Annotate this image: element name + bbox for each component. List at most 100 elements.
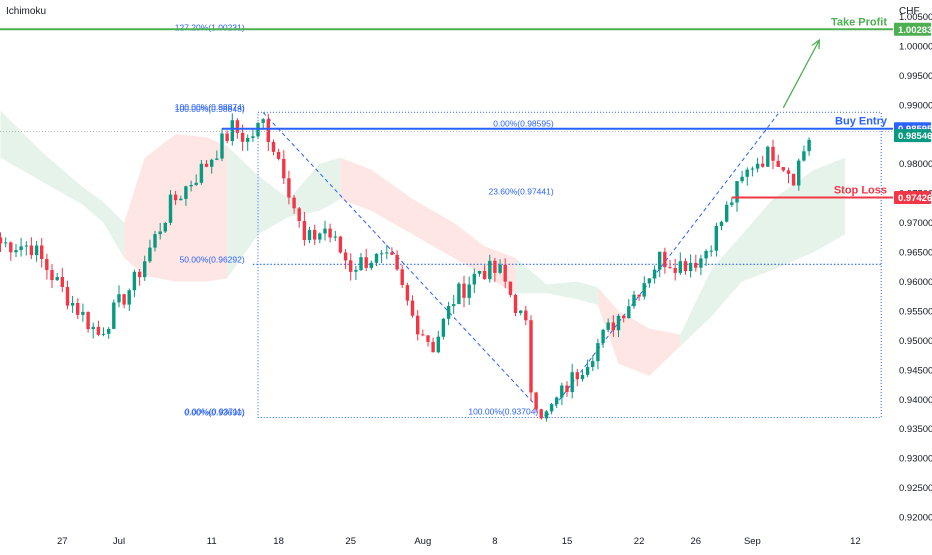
candle-body [513, 294, 518, 313]
price-axis-background [893, 0, 932, 550]
cloud-segment-3 [227, 146, 341, 279]
candle-body [555, 397, 559, 405]
trade-levels: Take Profit Buy Entry Stop Loss [0, 16, 893, 199]
candle-body [24, 245, 28, 247]
candle-body [379, 253, 384, 255]
price-axis: 1.005001.000000.995000.990000.985000.980… [893, 0, 932, 550]
price-tag-label: 1.00283 [898, 25, 932, 36]
time-tick: Jul [113, 536, 125, 547]
candle-body [96, 326, 101, 335]
candle-body [544, 411, 549, 419]
candle-body [313, 229, 317, 240]
candle-body [132, 271, 137, 291]
candle-body [14, 250, 18, 253]
candle-body [127, 290, 131, 305]
time-tick: 22 [634, 536, 645, 547]
candle-body [148, 247, 152, 262]
candle-body [421, 334, 425, 336]
candle-body [616, 315, 621, 331]
price-tick: 0.93000 [899, 454, 932, 465]
price-tag-label: 0.97426 [898, 193, 932, 204]
time-tick: 25 [345, 536, 356, 547]
candle-body [323, 228, 327, 234]
candle-body [601, 329, 605, 344]
candle-body [704, 250, 708, 259]
candle-body [405, 285, 410, 301]
candle-body [637, 294, 641, 297]
candle-body [776, 160, 780, 167]
fib-swing-line [262, 112, 547, 418]
candle-body [534, 392, 538, 410]
candle-body [549, 404, 554, 412]
candle-body [173, 194, 178, 201]
candle-body [45, 259, 49, 271]
candle-body [750, 168, 755, 170]
candle-body [745, 169, 749, 177]
candle-body [65, 287, 70, 306]
candle-body [76, 303, 80, 315]
candle-body [735, 181, 739, 203]
time-tick: Aug [414, 536, 431, 547]
candle-body [276, 151, 281, 159]
candle-body [101, 333, 106, 335]
candle-body [771, 146, 775, 161]
candle-body [663, 251, 667, 268]
candle-body [179, 198, 183, 201]
time-tick: 27 [57, 536, 68, 547]
candle-body [60, 277, 64, 287]
fib-label: 50.00%(0.96292) [179, 254, 244, 264]
price-tick: 0.92500 [899, 483, 932, 494]
fib-range-box [257, 111, 882, 418]
candle-body [307, 229, 312, 241]
candle-body [493, 260, 497, 273]
candle-body [292, 197, 296, 209]
candle-body [688, 262, 693, 272]
candle-body [364, 257, 368, 268]
candle-body [802, 151, 806, 161]
price-tag-label: 0.98546 [898, 131, 932, 142]
time-tick: 18 [273, 536, 284, 547]
currency-label: CHF [899, 6, 920, 17]
candle-body [215, 158, 219, 160]
candle-body [472, 273, 476, 285]
candle-body [797, 160, 801, 186]
candle-body [4, 242, 8, 244]
candle-body [81, 311, 85, 315]
candle-body [807, 139, 811, 152]
candle-body [122, 294, 126, 305]
candle-body [153, 234, 157, 248]
candle-body [271, 142, 276, 152]
candle-body [709, 250, 713, 252]
price-tick: 1.00500 [899, 12, 932, 23]
candle-body [596, 343, 600, 362]
candle-body [477, 271, 482, 274]
time-tick: 12 [850, 536, 861, 547]
candle-body [632, 294, 636, 307]
candle-body [163, 222, 167, 232]
price-tick: 0.99000 [899, 100, 932, 111]
candle-body [436, 336, 440, 353]
candle-body [585, 366, 590, 375]
candle-body [354, 270, 358, 272]
time-axis: 27 Jul 11 18 25 Aug 8 15 22 26 Sep 12 [57, 536, 861, 547]
candle-body [503, 264, 507, 282]
candle-body [194, 182, 198, 185]
fib-label: 23.60%(0.97441) [488, 187, 553, 197]
candle-body [482, 271, 487, 280]
candle-body [446, 305, 451, 319]
candle-body [287, 178, 291, 198]
fib-label: 127.20%(1.00231) [175, 22, 245, 32]
candle-body [204, 163, 209, 167]
candle-body [714, 226, 718, 251]
candle-body [658, 251, 662, 270]
fibonacci-drawing: 127.20%(1.00231)100.00%(0.98874)100.00%(… [175, 22, 882, 418]
candle-body [29, 245, 34, 256]
candle-body [725, 204, 729, 222]
candle-body [390, 252, 394, 255]
candle-body [652, 269, 657, 279]
candle-body [55, 277, 59, 281]
price-tag [894, 191, 931, 204]
candle-body [467, 284, 471, 298]
time-tick: 11 [207, 536, 217, 547]
